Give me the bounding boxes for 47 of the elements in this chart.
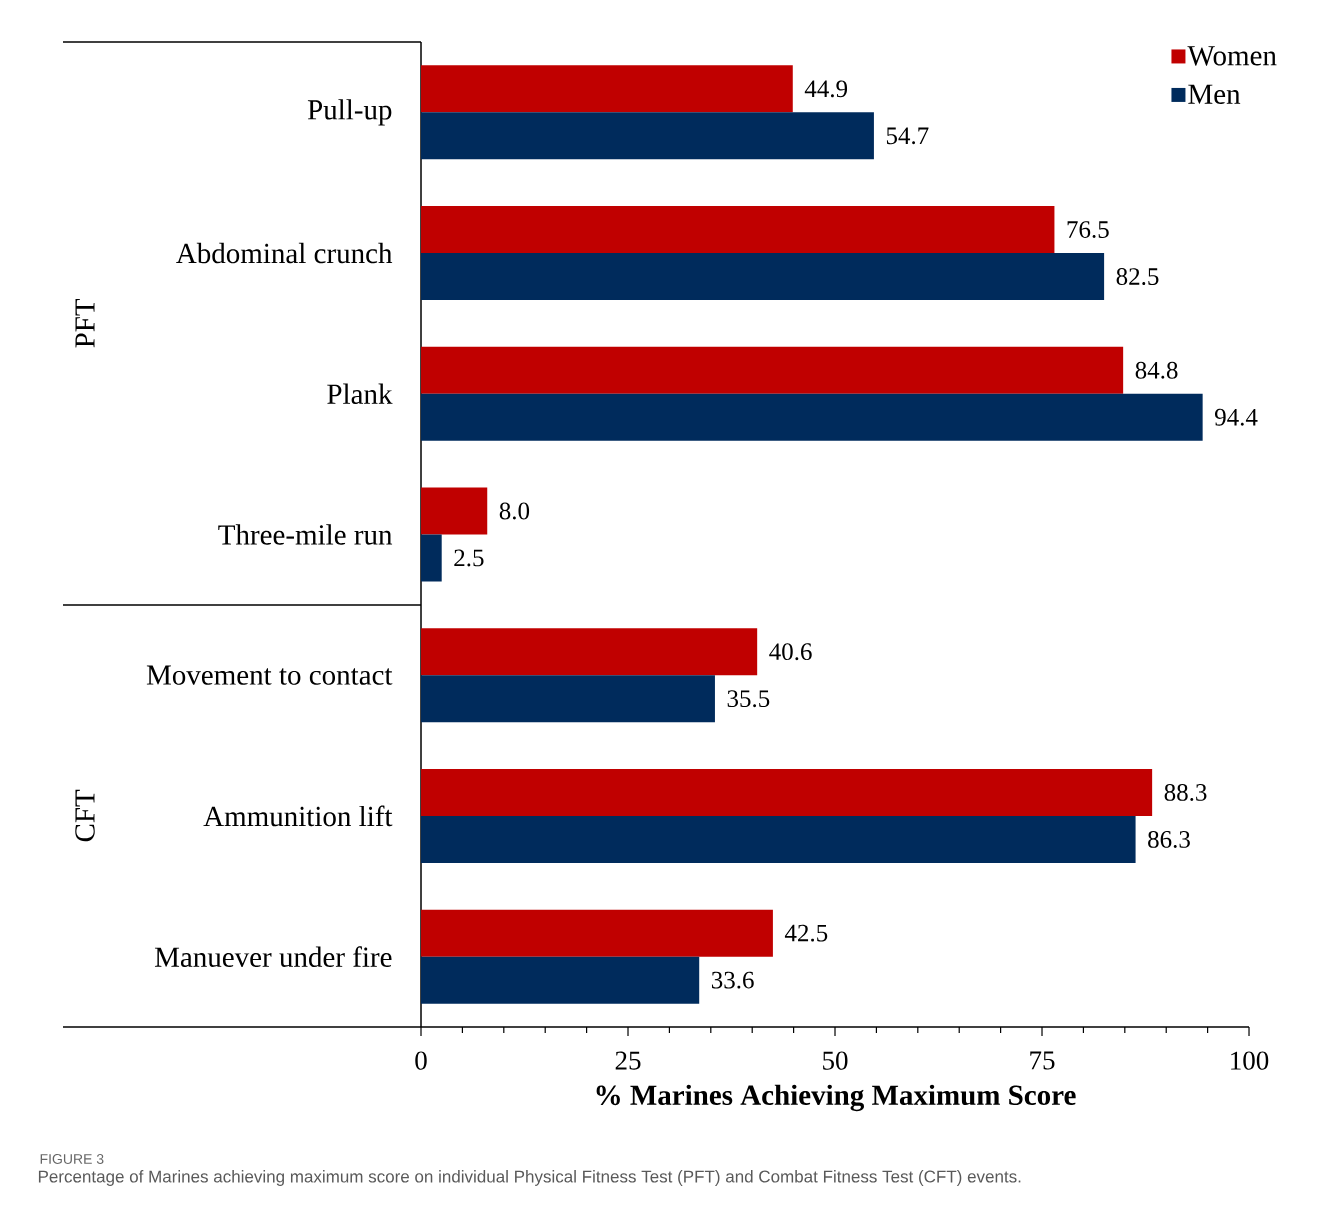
x-tick-label: 75 [1030,1051,1055,1070]
bar [421,815,1136,863]
data-label: 76.5 [1067,221,1109,239]
x-axis-title: % Marines Achieving Maximum Score [596,1084,1076,1112]
data-label: 33.6 [711,971,754,989]
x-tick-label: 0 [415,1051,427,1070]
data-label: 88.3 [1164,783,1207,801]
y-tick-label: Movement to contact [146,665,393,685]
bar [421,534,442,582]
bar [421,768,1153,816]
bar [421,628,758,676]
data-label: 54.7 [886,127,929,145]
bar [421,956,700,1004]
x-tick-label: 100 [1231,1051,1269,1070]
data-label: 86.3 [1148,830,1190,848]
y-tick-label: Pull-up [307,99,392,126]
bar [421,112,874,160]
x-tick-label: 50 [823,1051,848,1070]
caption: FIGURE 3 [40,1154,104,1164]
bar [421,65,793,113]
y-tick-label: Ammunition lift [203,805,393,827]
data-label: 35.5 [727,690,770,708]
bar [421,487,488,535]
data-label: 2.5 [454,549,484,567]
data-label: 8.0 [499,502,530,520]
bar [421,393,1203,441]
text: PFT [75,298,95,348]
bar [421,346,1124,394]
y-tick-label: Abdominal crunch [176,242,393,264]
legend-label: Men [1188,84,1241,104]
y-tick-label: Three-mile run [218,524,393,545]
bar [421,675,715,723]
y-tick-label: Plank [327,383,393,404]
data-label: 40.6 [769,643,812,661]
data-label: 82.5 [1116,268,1159,286]
data-label: 42.5 [784,924,828,942]
text: Percentage of Marines achieving maximum score on individual Physical Fitness Test (PFT) and Combat Fitness Test (CFT) events. [38,1170,1021,1186]
bar [421,206,1055,254]
data-label: 44.9 [804,80,848,98]
text: CFT [75,789,95,842]
legend-label: Women [1187,46,1277,66]
bar [421,909,773,957]
x-tick-label: 25 [615,1051,641,1070]
y-tick-label: Manuever under fire [154,946,392,967]
data-label: 94.4 [1214,408,1258,426]
data-label: 84.8 [1135,361,1178,379]
bar [421,253,1105,301]
